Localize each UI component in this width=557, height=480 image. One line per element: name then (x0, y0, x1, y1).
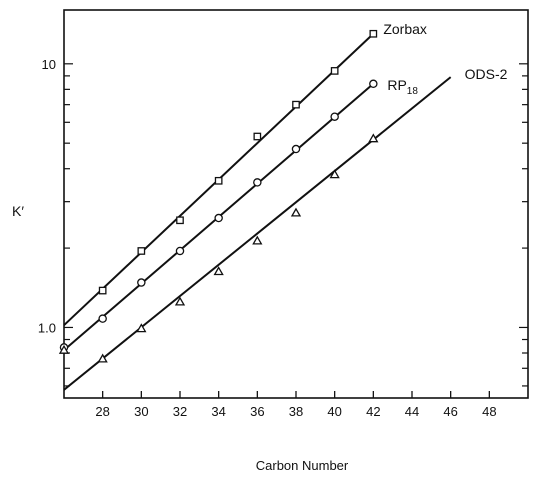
data-point-circle (291, 144, 301, 154)
x-tick-label: 34 (211, 404, 225, 419)
x-tick-label: 40 (327, 404, 341, 419)
data-point-square (137, 247, 146, 255)
data-point-triangle (252, 235, 263, 245)
x-tick-label: 30 (134, 404, 148, 419)
axis-ticks (64, 63, 528, 398)
markers (58, 29, 379, 363)
data-point-triangle (136, 323, 147, 333)
y-tick-label: 10 (42, 57, 56, 72)
data-point-square (98, 286, 107, 295)
x-tick-label: 32 (173, 404, 187, 419)
x-tick-label: 38 (289, 404, 303, 419)
data-point-triangle (58, 344, 70, 354)
x-tick-label: 44 (405, 404, 419, 419)
data-point-circle (330, 112, 339, 121)
y-tick-label: 1.0 (38, 320, 56, 335)
x-tick-label: 46 (443, 404, 457, 419)
data-point-circle (175, 246, 185, 256)
data-point-triangle (329, 169, 340, 179)
x-tick-label: 48 (482, 404, 496, 419)
data-point-circle (214, 213, 223, 223)
data-point-square (292, 100, 300, 109)
fit-line-triangle (63, 76, 452, 391)
data-point-circle (98, 314, 107, 323)
data-point-triangle (174, 296, 186, 306)
data-point-square (253, 132, 262, 141)
data-point-circle (253, 178, 262, 187)
data-point-triangle (290, 207, 302, 217)
series-label: Zorbax (383, 21, 427, 37)
y-axis-label: K′ (12, 203, 24, 219)
data-point-square (330, 67, 339, 75)
data-point-triangle (97, 353, 108, 363)
data-point-circle (137, 278, 146, 287)
x-tick-label: 28 (95, 404, 109, 419)
series-label: ODS-2 (465, 66, 508, 82)
x-axis-label: Carbon Number (256, 458, 349, 473)
x-tick-label: 42 (366, 404, 380, 419)
series-label: RP18 (387, 77, 418, 97)
data-point-square (176, 216, 184, 225)
plot-frame (63, 9, 529, 399)
series-labels: Zorbax RP18 ODS-2 (383, 21, 507, 97)
data-point-circle (369, 79, 378, 89)
data-point-square (214, 176, 223, 185)
data-point-square (369, 29, 378, 38)
x-tick-label: 36 (250, 404, 264, 419)
data-point-triangle (368, 133, 379, 143)
data-point-triangle (213, 266, 224, 276)
plot-border (63, 9, 529, 399)
tick-labels: 28 30 32 34 36 38 40 42 44 46 48 1.0 10 (38, 57, 497, 419)
